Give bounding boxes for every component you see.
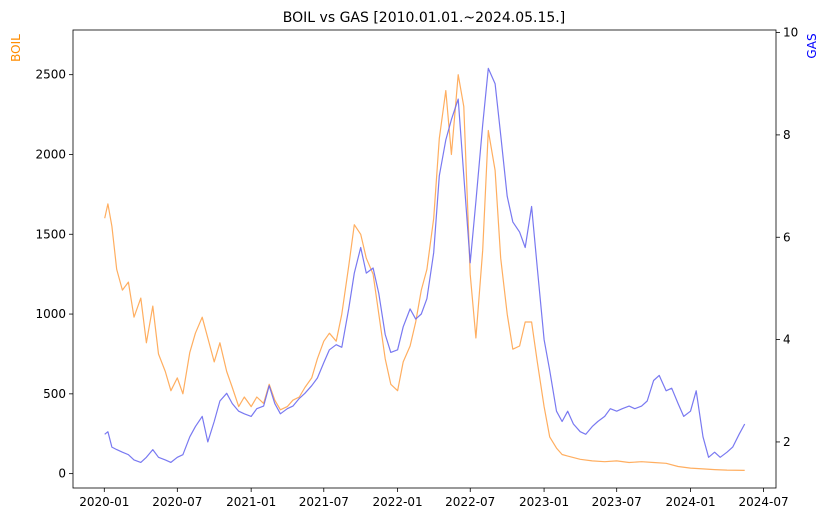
series-line-gas	[104, 67, 746, 463]
left-y-tick-label: 500	[43, 387, 66, 401]
right-y-tick-label: 6	[783, 230, 791, 244]
right-y-tick-label: 2	[783, 435, 791, 449]
right-y-tick-label: 8	[783, 128, 791, 142]
left-y-tick-label: 1000	[35, 307, 66, 321]
x-tick-label: 2020-01	[79, 495, 129, 509]
x-tick-label: 2024-01	[665, 495, 715, 509]
left-y-tick-label: 2500	[35, 68, 66, 82]
x-tick-label: 2023-07	[592, 495, 642, 509]
x-tick-label: 2023-01	[519, 495, 569, 509]
x-tick-label: 2020-07	[152, 495, 202, 509]
series-line-boil	[104, 74, 745, 471]
right-y-tick-label: 10	[783, 26, 798, 40]
x-tick-label: 2024-07	[738, 495, 788, 509]
x-tick-label: 2021-07	[299, 495, 349, 509]
x-tick-label: 2021-01	[226, 495, 276, 509]
plot-frame	[72, 29, 777, 489]
left-y-tick-label: 1500	[35, 227, 66, 241]
right-axis-title: GAS	[805, 33, 819, 58]
chart-title: BOIL vs GAS [2010.01.01.~2024.05.15.]	[283, 10, 565, 26]
x-tick-label: 2022-07	[445, 495, 495, 509]
right-y-tick-label: 4	[783, 333, 791, 347]
left-y-tick-label: 0	[58, 467, 66, 481]
left-axis-title: BOIL	[9, 34, 23, 62]
left-y-tick-label: 2000	[35, 147, 66, 161]
x-tick-label: 2022-01	[373, 495, 423, 509]
